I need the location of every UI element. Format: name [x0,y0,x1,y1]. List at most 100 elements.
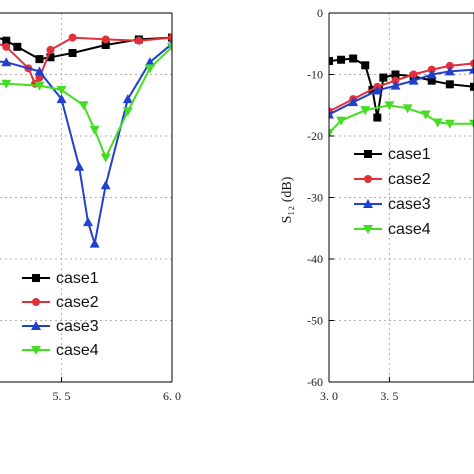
legend-marker-case3 [363,199,373,208]
data-point-case2 [35,73,44,82]
data-point-case1 [391,70,400,79]
legend-label-case3: case3 [388,196,431,213]
legend-marker-case1 [364,150,372,158]
data-point-case3 [1,57,12,67]
data-point-case1 [470,82,474,91]
y-tick-label: -10 [307,68,323,82]
data-point-case1 [46,53,55,62]
data-point-case1 [35,55,44,64]
data-point-case3 [444,66,455,76]
data-point-case4 [360,106,371,116]
data-point-case1 [373,113,382,122]
plot-area [0,33,172,248]
y-tick-label: -50 [307,314,323,328]
legend: case1 case2 case3 case4 [22,270,99,359]
y-tick-label: -20 [307,129,323,143]
data-point-case3 [74,161,85,171]
data-point-case2 [445,61,454,70]
data-point-case2 [409,70,418,79]
data-point-case3 [372,85,383,95]
data-point-case1 [427,76,436,85]
legend-label-case2: case2 [56,294,99,311]
legend-label-case4: case4 [388,221,431,238]
data-point-case2 [68,33,77,42]
x-tick-label: 3. 0 [320,389,338,403]
data-point-case4 [34,81,45,91]
axes: 3. 0 3. 5 0 -10 -20 -30 -40 -50 -60 S₁₂ (dB) [280,6,474,403]
chart-panel-2: 3. 0 3. 5 0 -10 -20 -30 -40 -50 -60 S₁₂ (dB) case1… [280,6,474,403]
legend: case1 case2 case3 case4 [354,146,431,238]
data-point-case4 [444,119,455,129]
data-point-case4 [336,116,347,126]
series-case4 [0,42,172,163]
legend-label-case3: case3 [56,318,99,335]
data-point-case3 [83,217,94,227]
y-tick-label: -30 [307,191,323,205]
data-point-case1 [379,73,388,82]
data-point-case1 [445,80,454,89]
legend-marker-case2 [32,298,40,306]
data-point-case1 [13,42,22,51]
data-point-case3 [100,180,111,190]
series-case3 [329,64,474,119]
y-tick-label: 0 [317,6,323,20]
legend-label-case4: case4 [56,342,99,359]
data-point-case3 [34,66,45,76]
data-point-case3 [122,94,133,104]
data-point-case2 [101,35,110,44]
data-point-case3 [348,97,359,107]
data-point-case1 [68,48,77,57]
legend-marker-case1 [32,274,40,282]
data-point-case4 [56,85,67,95]
data-point-case4 [122,107,133,117]
series-line-case4 [0,46,172,159]
data-point-case4 [100,153,111,163]
data-point-case2 [46,45,55,54]
data-point-case1 [2,36,11,45]
data-point-case1 [101,40,110,49]
data-point-case2 [470,59,474,68]
data-point-case4 [402,104,413,114]
y-tick-label: -60 [307,375,323,389]
data-point-case2 [2,42,11,51]
series-line-case1 [0,36,172,61]
x-tick-label: 6. 0 [163,389,181,403]
data-point-case3 [469,64,474,74]
data-point-case4 [144,64,155,74]
series-line-case4 [329,104,474,134]
data-point-case4 [384,101,395,111]
data-point-case3 [408,75,419,85]
x-tick-label: 3. 5 [380,389,398,403]
data-point-case2 [168,33,172,42]
x-tick-label: 5. 5 [53,389,71,403]
y-axis-label: S₁₂ (dB) [280,176,295,223]
data-point-case3 [144,57,155,67]
series-case2 [0,33,172,88]
legend-marker-case4 [31,346,41,355]
data-point-case2 [134,36,143,45]
grid [0,13,172,382]
data-point-case4 [432,118,443,128]
data-point-case4 [469,119,474,129]
data-point-case4 [78,101,89,111]
series-case4 [329,101,474,138]
legend-marker-case3 [31,321,41,330]
data-point-case4 [1,79,12,89]
data-point-case4 [89,125,100,135]
y-tick-label: -40 [307,252,323,266]
axes: 5. 05. 56. 0 [0,12,181,403]
data-point-case3 [390,80,401,90]
legend-label-case1: case1 [388,146,431,163]
data-point-case1 [329,56,333,65]
data-point-case3 [56,94,67,104]
plot-area [329,54,474,138]
data-point-case1 [337,55,346,64]
data-point-case3 [329,109,334,119]
legend-label-case2: case2 [388,171,431,188]
data-point-case4 [167,42,172,52]
legend-marker-case2 [364,175,372,183]
data-point-case4 [420,110,431,120]
data-point-case1 [361,61,370,70]
